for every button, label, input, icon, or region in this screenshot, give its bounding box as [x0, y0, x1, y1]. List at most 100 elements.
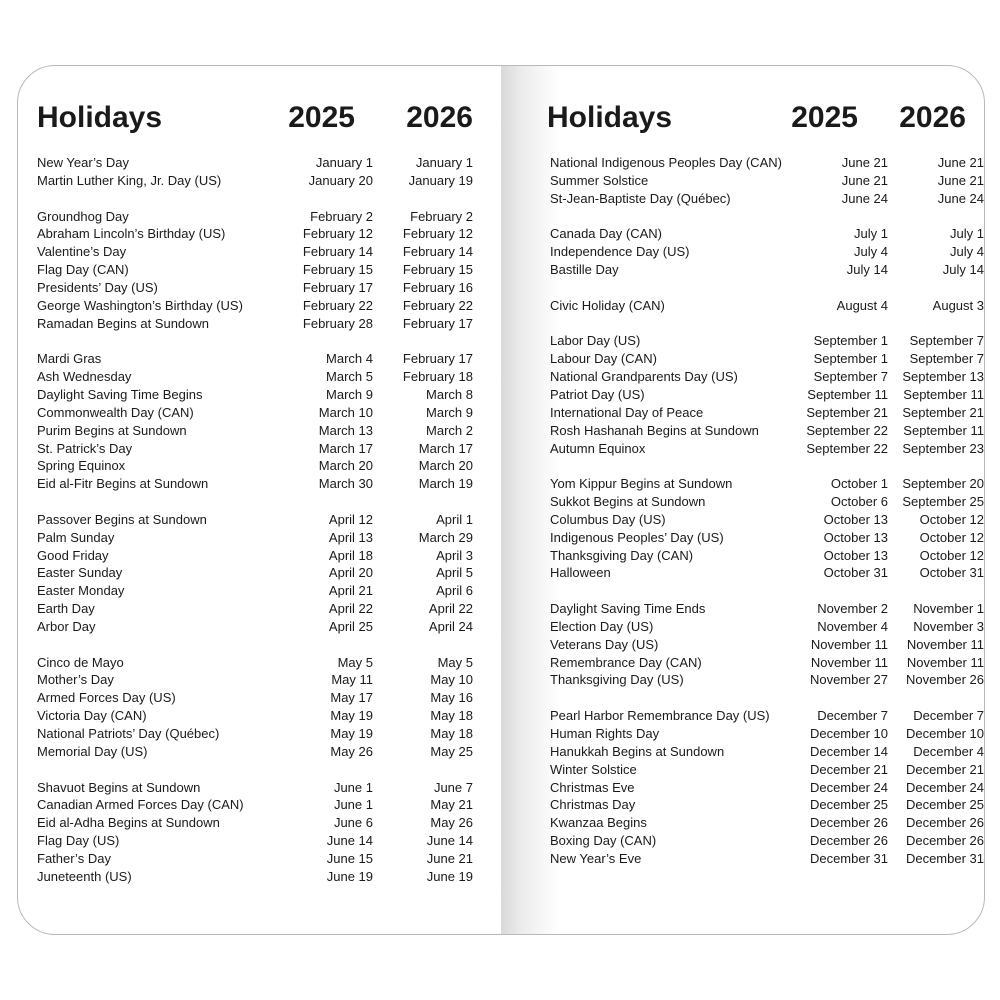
group-spacer: [37, 190, 455, 208]
date-2026: March 29: [418, 529, 473, 545]
holiday-row: Flag Day (US) June 14 June 14: [37, 832, 473, 850]
date-2025: December 26: [809, 815, 888, 831]
date-2025: May 26: [330, 743, 373, 759]
holiday-row: International Day of Peace September 21 Se…: [550, 404, 984, 422]
date-2025: January 1: [315, 155, 373, 170]
date-2026: April 22: [428, 601, 473, 617]
holiday-row: Halloween October 31 October 31: [550, 564, 984, 582]
date-2025: September 1: [813, 351, 888, 367]
date-2025: June 6: [333, 815, 373, 831]
group-spacer: [550, 689, 970, 707]
date-2025: September 22: [806, 440, 888, 456]
holiday-name: Pearl Harbor Remembrance Day (US): [550, 708, 770, 724]
holiday-name: Labour Day (CAN): [550, 351, 657, 367]
holiday-row: Sukkot Begins at Sundown October 6 Septemb…: [550, 493, 984, 511]
date-2026: February 16: [402, 279, 473, 295]
holiday-row: Summer Solstice June 21 June 21: [550, 172, 984, 190]
holiday-row: Civic Holiday (CAN) August 4 August 3: [550, 297, 984, 315]
date-2025: October 31: [823, 565, 888, 581]
date-2026: January 1: [415, 155, 473, 170]
holiday-row: Labour Day (CAN) September 1 September 7: [550, 350, 984, 368]
holiday-row: Election Day (US) November 4 November 3: [550, 618, 984, 636]
holiday-name: St-Jean-Baptiste Day (Québec): [550, 190, 731, 206]
date-2026: February 17: [402, 315, 473, 331]
holiday-row: Yom Kippur Begins at Sundown October 1 Sep…: [550, 475, 984, 493]
date-2026: July 14: [942, 262, 984, 278]
holiday-row: Eid al-Fitr Begins at Sundown March 30 Mar…: [37, 475, 473, 493]
holiday-name: Christmas Day: [550, 797, 636, 813]
holiday-name: Bastille Day: [550, 262, 619, 278]
date-2025: March 5: [326, 369, 373, 385]
page-gutter: [501, 66, 561, 934]
date-2026: May 18: [430, 708, 473, 724]
date-2026: March 19: [418, 476, 473, 492]
date-2026: September 21: [902, 404, 984, 420]
date-2025: April 25: [328, 618, 373, 634]
holiday-row: St. Patrick’s Day March 17 March 17: [37, 440, 473, 458]
holiday-row: Eid al-Adha Begins at Sundown June 6 May 2…: [37, 814, 473, 832]
date-2026: November 1: [913, 601, 984, 617]
holiday-name: Indigenous Peoples’ Day (US): [550, 529, 724, 545]
date-2026: May 5: [437, 654, 473, 670]
date-2026: May 26: [430, 815, 473, 831]
date-2026: October 12: [919, 547, 984, 563]
date-2025: July 1: [854, 226, 888, 242]
date-2026: December 10: [905, 726, 984, 741]
holiday-name: Thanksgiving Day (US): [550, 672, 684, 688]
date-2026: September 13: [902, 369, 984, 385]
date-2026: October 12: [919, 529, 984, 545]
date-2026: February 22: [402, 297, 473, 313]
holiday-name: Martin Luther King, Jr. Day (US): [37, 172, 222, 188]
date-2025: October 13: [823, 511, 888, 527]
holiday-name: Winter Solstice: [550, 761, 637, 777]
date-2025: November 27: [809, 672, 888, 688]
date-2025: September 22: [806, 422, 888, 438]
date-2025: March 20: [318, 458, 373, 474]
date-2025: September 11: [807, 386, 888, 402]
date-2026: July 4: [950, 244, 984, 260]
holiday-name: Presidents’ Day (US): [37, 279, 158, 295]
date-2025: December 25: [809, 797, 888, 813]
date-2025: December 14: [809, 743, 888, 759]
date-2025: December 26: [809, 833, 888, 849]
year-header-1: 2025: [791, 101, 858, 134]
date-2025: September 1: [813, 333, 888, 349]
date-2025: January 20: [308, 172, 373, 188]
page-title: Holidays: [37, 101, 163, 134]
holiday-name: Ash Wednesday: [37, 369, 132, 385]
holiday-row: Thanksgiving Day (CAN) October 13 October …: [550, 547, 984, 565]
date-2025: February 12: [302, 226, 373, 242]
holiday-row: Abraham Lincoln’s Birthday (US) February …: [37, 225, 473, 243]
holiday-name: Eid al-Adha Begins at Sundown: [37, 815, 220, 831]
holiday-row: Ramadan Begins at Sundown February 28 Febr…: [37, 315, 473, 333]
group-spacer: [37, 493, 455, 511]
holiday-row: National Indigenous Peoples Day (CAN) Jun…: [550, 154, 984, 172]
holiday-name: Earth Day: [37, 601, 95, 617]
date-2026: November 26: [905, 672, 984, 688]
holiday-row: Palm Sunday April 13 March 29: [37, 529, 473, 547]
date-2025: June 19: [326, 868, 373, 884]
holiday-row: Boxing Day (CAN) December 26 December 26: [550, 832, 984, 850]
holiday-name: Commonwealth Day (CAN): [37, 404, 194, 420]
date-2025: April 20: [328, 565, 373, 581]
holiday-row: Spring Equinox March 20 March 20: [37, 457, 473, 475]
date-2025: May 19: [330, 708, 373, 724]
holiday-row: Hanukkah Begins at Sundown December 14 Dec…: [550, 743, 984, 761]
holiday-row: Columbus Day (US) October 13 October 12: [550, 511, 984, 529]
date-2026: December 4: [913, 743, 984, 759]
date-2026: September 11: [903, 386, 984, 402]
holiday-row: Earth Day April 22 April 22: [37, 600, 473, 618]
holiday-row: Victoria Day (CAN) May 19 May 18: [37, 707, 473, 725]
date-2026: June 7: [433, 779, 473, 795]
holiday-name: Patriot Day (US): [550, 386, 645, 402]
holiday-row: Commonwealth Day (CAN) March 10 March 9: [37, 404, 473, 422]
year-header-2: 2026: [899, 101, 966, 134]
holiday-name: Human Rights Day: [550, 726, 660, 741]
group-spacer: [550, 208, 970, 226]
date-2026: December 7: [913, 708, 984, 724]
date-2025: December 21: [809, 761, 888, 777]
holiday-row: Pearl Harbor Remembrance Day (US) Decembe…: [550, 707, 984, 725]
holiday-row: Human Rights Day December 10 December 10: [550, 725, 984, 743]
holiday-name: Juneteenth (US): [37, 868, 132, 884]
holiday-name: Rosh Hashanah Begins at Sundown: [550, 422, 759, 438]
